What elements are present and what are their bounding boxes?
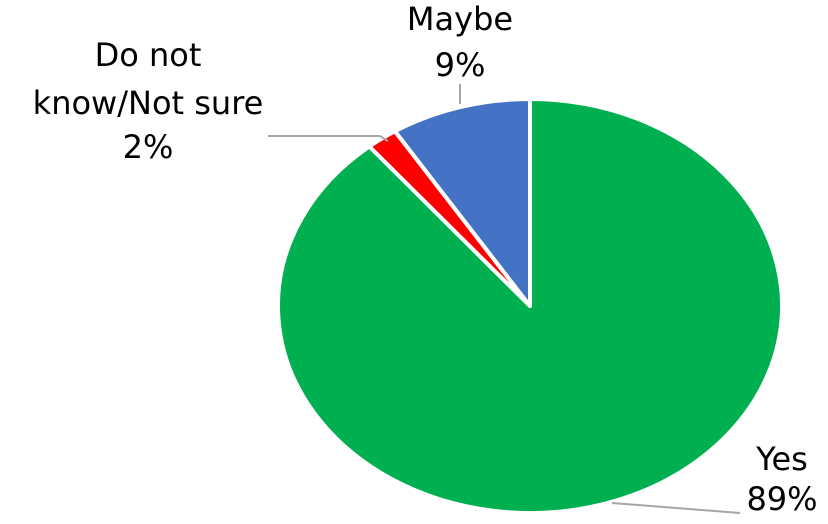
slice-value-maybe: 9% xyxy=(435,46,486,84)
leader-line-do-not-know xyxy=(268,135,389,142)
slice-label-do-not-know-line1: Do not xyxy=(95,36,202,74)
leader-line-yes xyxy=(611,502,741,514)
pie-slice-yes xyxy=(276,97,784,515)
pie-slice-maybe xyxy=(392,97,532,308)
slice-label-maybe: Maybe xyxy=(407,0,513,38)
slice-value-yes: 89% xyxy=(746,480,817,518)
data-labels: Yes 89% Do not know/Not sure 2% Maybe 9% xyxy=(33,0,818,518)
slice-label-yes: Yes xyxy=(755,440,808,478)
pie-slices xyxy=(276,97,784,515)
slice-value-do-not-know: 2% xyxy=(123,128,174,166)
leader-lines xyxy=(268,84,741,514)
slice-label-do-not-know-line2: know/Not sure xyxy=(33,84,264,122)
